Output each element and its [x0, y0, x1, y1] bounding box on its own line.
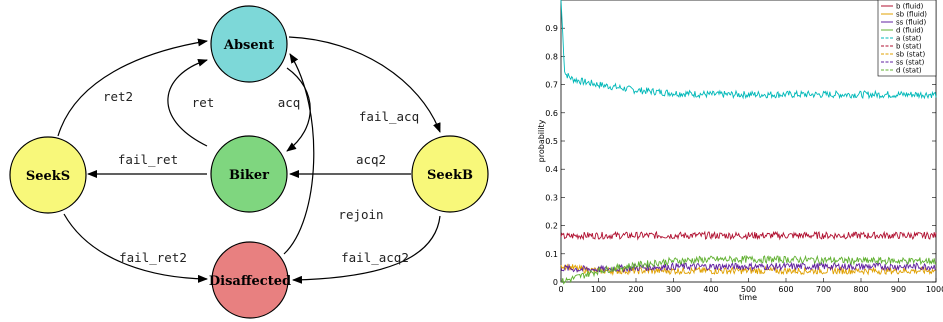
node-seeks: SeekS	[9, 136, 87, 214]
edge-ret	[167, 58, 208, 147]
node-disaffected: Disaffected	[209, 241, 291, 319]
x-tick-label: 400	[703, 285, 718, 294]
edge-label-ret2: ret2	[103, 89, 133, 104]
node-disaffected-label: Disaffected	[209, 274, 291, 289]
edge-label-acq: acq	[278, 95, 301, 110]
edge-label-fail-ret2: fail_ret2	[119, 250, 187, 265]
legend-entry: d (fluid)	[896, 27, 924, 35]
x-axis-label: time	[739, 293, 757, 302]
x-tick-label: 300	[666, 285, 681, 294]
probability-chart: 0 0.1 0.2 0.3 0.4 0.5 0.6 0.7 0.8 0.9 0 100 200 300 4…	[537, 0, 943, 302]
node-biker: Biker	[210, 135, 288, 213]
x-tick-label: 500	[741, 285, 756, 294]
edge-ret2	[57, 38, 208, 137]
edge-label-acq2: acq2	[356, 152, 386, 167]
node-seeks-label: SeekS	[26, 169, 70, 184]
node-seeks-circle	[9, 136, 87, 214]
y-tick-label: 0.5	[545, 137, 558, 146]
legend-entry: b (stat)	[896, 43, 922, 51]
node-absent-circle	[210, 5, 288, 83]
y-axis: 0 0.1 0.2 0.3 0.4 0.5 0.6 0.7 0.8 0.9	[545, 24, 936, 287]
y-tick-label: 0	[553, 278, 558, 287]
y-tick-label: 0.8	[545, 52, 558, 61]
legend-entry: d (stat)	[896, 67, 922, 75]
edge-fail-acq2	[292, 215, 441, 284]
x-tick-label: 900	[891, 285, 906, 294]
y-axis-label: probability	[537, 119, 546, 162]
legend-entry: ss (fluid)	[896, 19, 926, 27]
edge-fail-ret2	[63, 213, 208, 283]
edge-label-fail-acq2: fail_acq2	[341, 250, 409, 265]
node-disaffected-circle	[211, 241, 289, 319]
x-axis: 0 100 200 300 400 500 600 700 800 900 1000	[558, 278, 943, 294]
edge-rejoin	[283, 53, 315, 255]
legend-entry: sb (fluid)	[896, 11, 927, 19]
y-tick-label: 0.1	[545, 250, 558, 259]
node-seekb-circle	[411, 135, 489, 213]
series-line	[560, 230, 937, 241]
edge-fail-acq	[288, 36, 441, 133]
y-tick-label: 0.9	[545, 24, 558, 33]
legend-entry: b (fluid)	[896, 3, 924, 11]
node-biker-circle	[210, 135, 288, 213]
node-biker-label: Biker	[229, 168, 269, 183]
x-tick-label: 700	[816, 285, 831, 294]
edge-label-fail-ret: fail_ret	[118, 152, 178, 167]
x-tick-label: 800	[853, 285, 868, 294]
series-layer	[560, 0, 937, 285]
edge-label-fail-acq: fail_acq	[359, 109, 419, 124]
state-diagram: ret2 ret acq fail_acq fail_ret acq2 rejo…	[9, 5, 489, 319]
node-absent-label: Absent	[223, 38, 274, 53]
series-line	[560, 261, 937, 274]
y-tick-label: 0.6	[545, 109, 558, 118]
legend-entry: sb (stat)	[896, 51, 925, 59]
x-tick-label: 0	[558, 285, 563, 294]
node-absent: Absent	[210, 5, 288, 83]
y-tick-label: 0.2	[545, 222, 558, 231]
legend-entry: ss (stat)	[896, 59, 925, 67]
y-tick-label: 0.7	[545, 81, 558, 90]
x-tick-label: 600	[778, 285, 793, 294]
x-tick-label: 100	[591, 285, 606, 294]
series-line	[560, 254, 937, 285]
y-tick-label: 0.3	[545, 193, 558, 202]
node-seekb: SeekB	[411, 135, 489, 213]
series-line	[560, 0, 937, 100]
x-tick-label: 200	[628, 285, 643, 294]
legend-items: b (fluid)sb (fluid)ss (fluid)d (fluid)a …	[881, 3, 927, 75]
edge-label-rejoin: rejoin	[338, 207, 383, 222]
edge-label-ret: ret	[192, 95, 215, 110]
legend-entry: a (stat)	[896, 35, 922, 43]
legend: b (fluid)sb (fluid)ss (fluid)d (fluid)a …	[877, 0, 937, 77]
node-seekb-label: SeekB	[427, 168, 473, 183]
x-tick-label: 1000	[926, 285, 943, 294]
y-tick-label: 0.4	[545, 165, 558, 174]
